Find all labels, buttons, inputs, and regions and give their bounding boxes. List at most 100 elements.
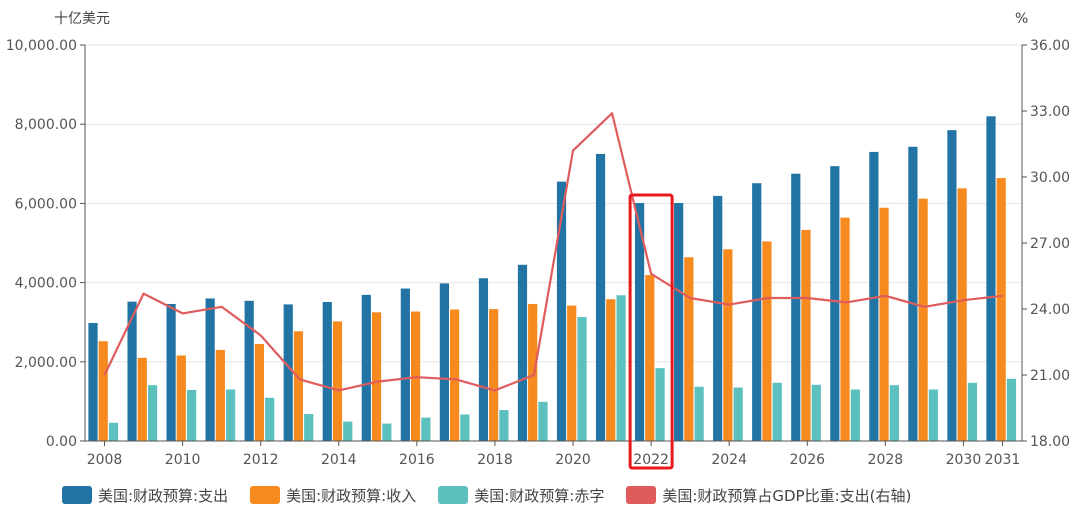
bar-revenue: [449, 309, 460, 441]
x-tick-label: 2030: [946, 452, 982, 468]
bar-marks: [88, 116, 1017, 442]
legend-swatch-deficit: [438, 486, 469, 504]
bar-expenditure: [439, 283, 449, 441]
bar-expenditure: [322, 302, 332, 441]
x-tick-label: 2014: [321, 452, 357, 468]
x-tick-label: 2028: [868, 452, 904, 468]
bar-deficit: [1006, 378, 1017, 441]
bar-deficit: [967, 382, 978, 441]
bar-deficit: [577, 317, 587, 441]
bar-revenue: [684, 257, 694, 441]
left-tick-label: 8,000.00: [15, 117, 77, 133]
legend-item-gdp-ratio: 美国:财政预算占GDP比重:支出(右轴): [626, 485, 911, 506]
bar-revenue: [723, 249, 733, 441]
right-axis-unit: %: [1015, 11, 1028, 27]
bar-revenue: [98, 341, 108, 441]
x-tick-label: 2018: [477, 452, 513, 468]
bar-deficit: [850, 389, 860, 441]
right-tick-label: 18.00: [1030, 434, 1070, 450]
bar-deficit: [655, 368, 665, 441]
bar-expenditure: [244, 300, 254, 441]
bar-revenue: [215, 349, 225, 441]
right-tick-label: 21.00: [1030, 368, 1070, 384]
bar-revenue: [606, 299, 616, 441]
bar-expenditure: [635, 203, 645, 441]
left-tick-label: 0.00: [46, 434, 77, 450]
bar-deficit: [460, 414, 470, 441]
x-tick-label: 2008: [87, 452, 123, 468]
bar-deficit: [928, 389, 938, 441]
x-tick-label: 2012: [243, 452, 279, 468]
bar-deficit: [811, 384, 821, 441]
legend: 美国:财政预算:支出 美国:财政预算:收入 美国:财政预算:赤字 美国:财政预算…: [62, 484, 933, 506]
left-tick-label: 6,000.00: [15, 196, 77, 212]
bar-expenditure: [908, 146, 918, 441]
x-tick-label: 2022: [633, 452, 669, 468]
left-tick-label: 10,000.00: [6, 38, 77, 54]
right-tick-label: 33.00: [1030, 104, 1070, 120]
legend-item-revenue: 美国:财政预算:收入: [250, 485, 416, 506]
bar-revenue: [801, 229, 811, 441]
bar-revenue: [332, 321, 343, 441]
highlight-box: [628, 193, 674, 470]
x-tick-label: 2024: [711, 452, 747, 468]
bar-deficit: [226, 389, 236, 441]
legend-swatch-gdp-ratio: [626, 486, 657, 504]
bar-deficit: [694, 386, 704, 441]
bar-expenditure: [400, 288, 410, 441]
bar-deficit: [343, 421, 353, 441]
bar-revenue: [137, 357, 147, 441]
axes: 0.00 2,000.00 4,000.00 6,000.00 8,000.00 10,0…: [6, 38, 1070, 468]
bar-deficit: [538, 401, 548, 441]
line-gdp-ratio: [103, 112, 1003, 392]
bar-deficit: [733, 387, 743, 441]
bar-deficit: [421, 417, 431, 441]
bar-revenue: [567, 305, 577, 441]
bar-expenditure: [674, 203, 684, 441]
bar-expenditure: [478, 278, 489, 441]
bar-deficit: [616, 295, 626, 441]
bar-revenue: [957, 188, 967, 441]
legend-label-deficit: 美国:财政预算:赤字: [474, 486, 605, 505]
bar-expenditure: [986, 116, 996, 441]
bar-deficit: [265, 397, 275, 441]
bar-deficit: [772, 382, 782, 441]
bar-deficit: [304, 414, 314, 441]
bar-revenue: [293, 331, 304, 441]
bar-expenditure: [713, 195, 723, 441]
bar-revenue: [528, 303, 538, 441]
bar-revenue: [762, 241, 772, 441]
x-tick-label: 2020: [555, 452, 591, 468]
bar-revenue: [645, 275, 655, 441]
bar-expenditure: [166, 303, 176, 441]
right-tick-label: 36.00: [1030, 38, 1070, 54]
bar-expenditure: [595, 153, 606, 441]
x-tick-label: 2031: [985, 452, 1021, 468]
left-tick-label: 4,000.00: [15, 276, 77, 292]
x-tick-label: 2026: [789, 452, 825, 468]
x-tick-label: 2016: [399, 452, 435, 468]
bar-revenue: [254, 343, 264, 441]
bar-revenue: [489, 309, 499, 441]
bar-expenditure: [947, 130, 957, 441]
bar-deficit: [889, 385, 899, 441]
bar-deficit: [108, 422, 119, 441]
bar-revenue: [840, 217, 850, 441]
highlight-rect: [628, 193, 674, 470]
bar-deficit: [499, 410, 509, 441]
right-tick-label: 27.00: [1030, 236, 1070, 252]
bar-deficit: [147, 385, 158, 441]
bar-revenue: [918, 198, 928, 441]
left-axis-unit: 十亿美元: [54, 11, 110, 27]
left-tick-label: 2,000.00: [15, 355, 77, 371]
bar-expenditure: [556, 181, 567, 441]
line-series: [103, 112, 1003, 392]
bar-deficit: [187, 389, 197, 441]
legend-label-revenue: 美国:财政预算:收入: [286, 486, 417, 505]
bar-expenditure: [791, 173, 801, 441]
bar-revenue: [176, 355, 186, 441]
legend-swatch-revenue: [250, 486, 281, 504]
bar-expenditure: [517, 264, 528, 441]
bar-expenditure: [869, 151, 879, 442]
bar-expenditure: [283, 304, 293, 441]
